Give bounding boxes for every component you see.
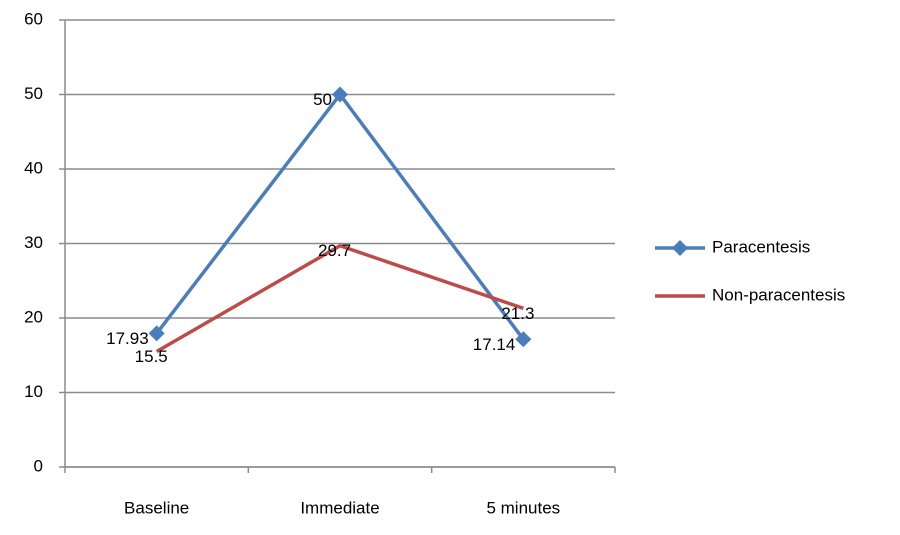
data-label: 17.14 — [473, 335, 516, 354]
y-tick-label: 10 — [24, 382, 43, 401]
y-tick-label: 0 — [34, 456, 43, 475]
y-tick-label: 50 — [24, 84, 43, 103]
marker — [332, 86, 348, 103]
y-tick-label: 40 — [24, 158, 43, 177]
data-label: 29.7 — [318, 241, 351, 260]
series-line — [155, 91, 525, 341]
series-line — [155, 243, 524, 354]
data-label: 17.93 — [106, 329, 149, 348]
marker — [515, 331, 532, 348]
legend-label: Non-paracentesis — [712, 285, 845, 304]
y-tick-label: 30 — [24, 233, 43, 252]
legend-marker — [672, 240, 688, 256]
x-tick-label: Immediate — [300, 498, 379, 517]
marker — [148, 325, 165, 342]
data-label: 15.5 — [135, 347, 168, 366]
data-label: 21.3 — [501, 304, 534, 323]
y-tick-label: 60 — [24, 9, 43, 28]
data-label: 50 — [313, 90, 332, 109]
x-tick-label: 5 minutes — [486, 498, 560, 517]
legend-label: Paracentesis — [712, 237, 810, 256]
y-tick-label: 20 — [24, 307, 43, 326]
x-tick-label: Baseline — [124, 498, 189, 517]
